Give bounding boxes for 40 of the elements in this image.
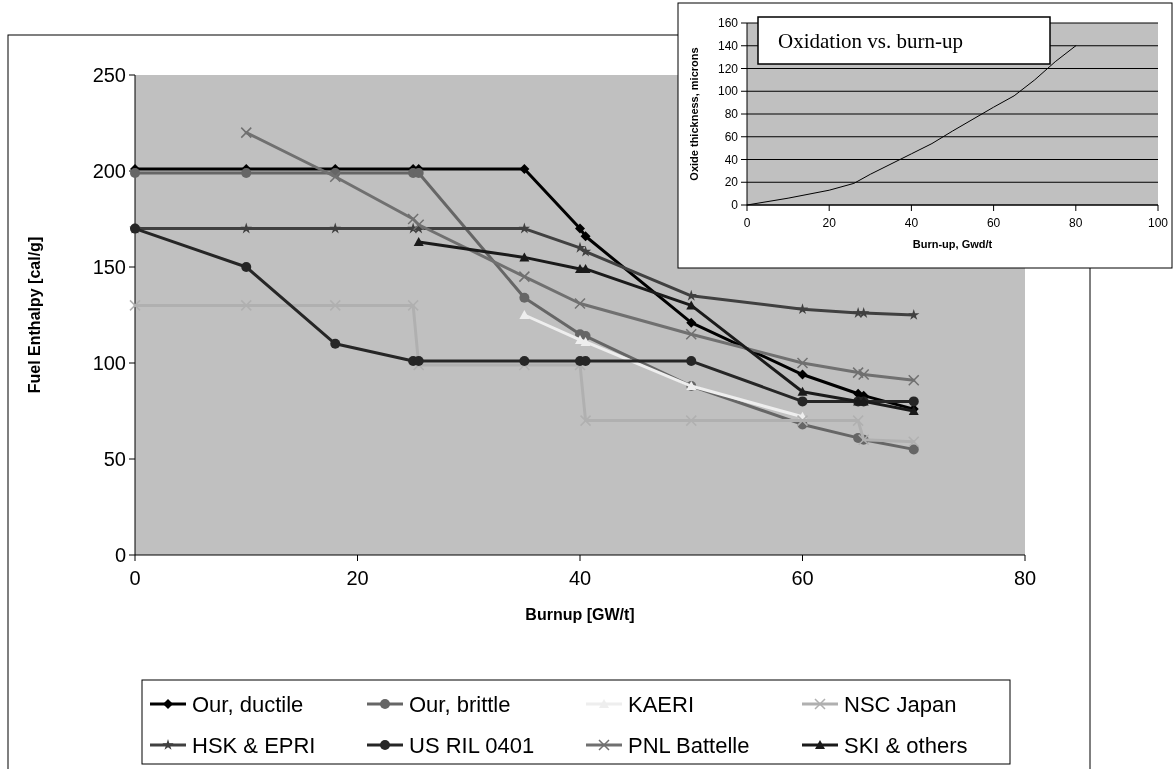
legend-label: Our, brittle: [409, 691, 511, 717]
y-tick-label: 20: [724, 175, 739, 190]
y-tick-label: 80: [724, 107, 739, 122]
y-tick-label: 100: [92, 352, 126, 374]
y-tick-label: 60: [724, 129, 739, 144]
legend-label: PNL Battelle: [628, 732, 750, 758]
y-tick-label: 150: [92, 256, 126, 278]
x-tick-label: 40: [904, 216, 919, 230]
x-tick-label: 100: [1147, 216, 1169, 230]
y-tick-label: 140: [717, 38, 739, 53]
x-tick-label: 60: [986, 216, 1001, 230]
legend-label: HSK & EPRI: [192, 732, 316, 758]
title-box: Oxidation vs. burn-up: [757, 16, 1051, 65]
x-tick-label: 80: [1013, 567, 1037, 589]
x-axis-title: Burnup [GW/t]: [525, 606, 635, 623]
y-tick-label: 100: [717, 84, 739, 99]
legend-label: KAERI: [628, 691, 695, 717]
x-axis-title: Burn-up, Gwd/t: [912, 238, 993, 250]
y-axis-title: Fuel Enthalpy [cal/g]: [26, 236, 43, 394]
y-tick-label: 50: [103, 448, 126, 470]
x-tick-label: 0: [129, 567, 141, 589]
y-tick-label: 120: [717, 61, 739, 76]
chart-title: Oxidation vs. burn-up: [778, 29, 963, 53]
y-tick-label: 0: [114, 544, 126, 566]
y-tick-label: 40: [724, 152, 739, 167]
x-tick-label: 20: [346, 567, 369, 589]
legend-label: Our, ductile: [192, 691, 304, 717]
x-tick-label: 60: [791, 567, 814, 589]
x-tick-label: 20: [822, 216, 837, 230]
y-axis-title: Oxide thickness, microns: [688, 47, 700, 181]
y-tick-label: 0: [731, 198, 739, 213]
y-tick-label: 250: [92, 64, 126, 86]
legend-label: SKI & others: [844, 732, 968, 758]
x-tick-label: 40: [568, 567, 592, 589]
y-tick-label: 200: [92, 160, 126, 182]
x-tick-label: 80: [1069, 216, 1083, 230]
y-tick-label: 160: [717, 16, 739, 31]
legend-label: NSC Japan: [844, 691, 957, 717]
legend-label: US RIL 0401: [409, 732, 535, 758]
x-tick-label: 0: [743, 216, 751, 230]
